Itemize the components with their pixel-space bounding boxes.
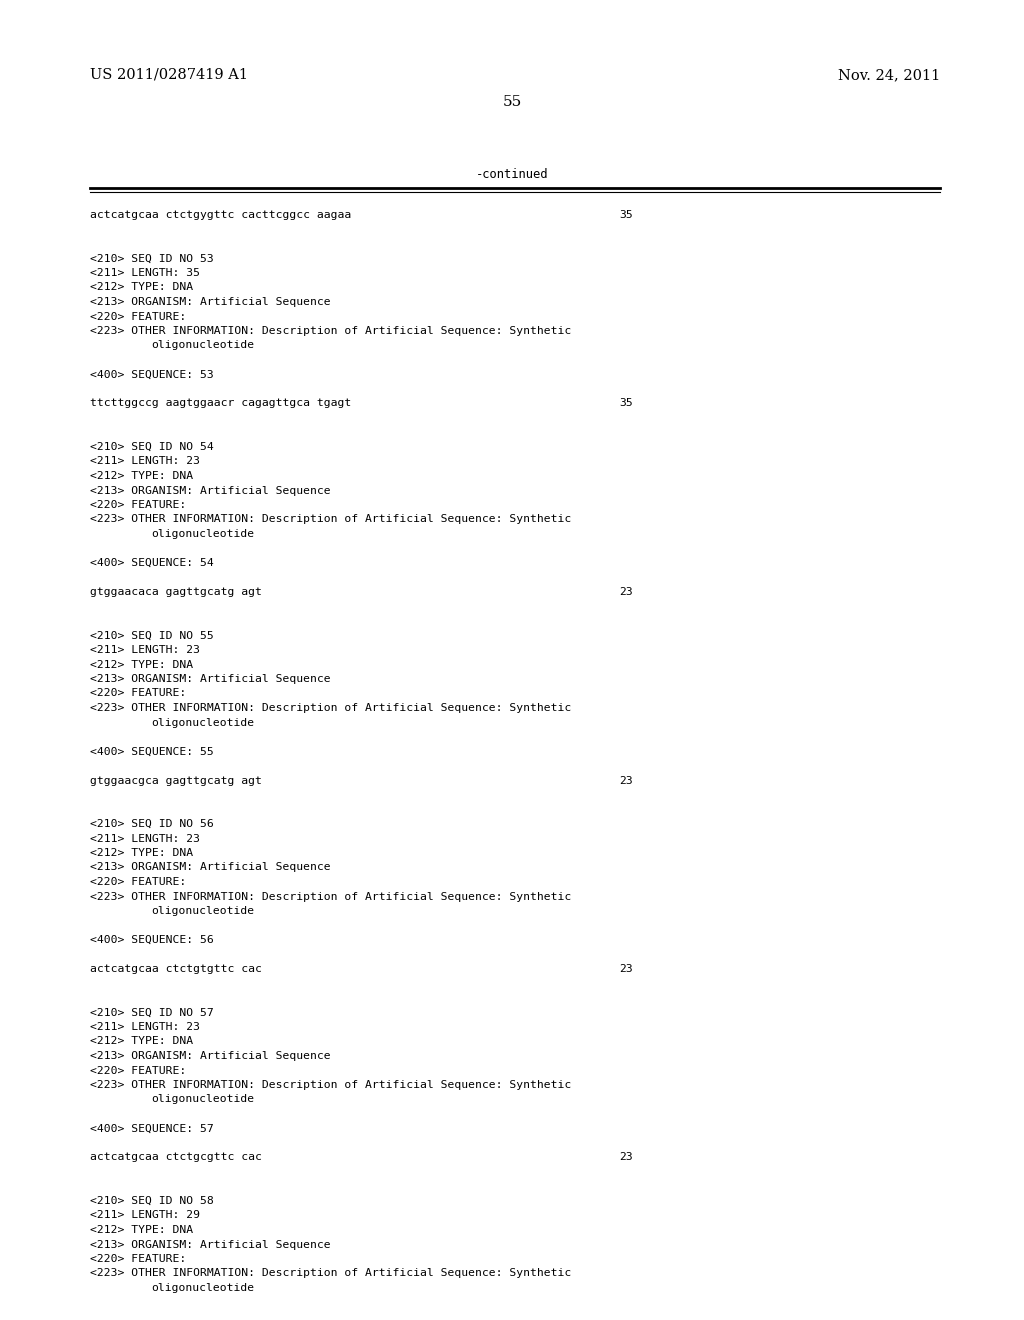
Text: <223> OTHER INFORMATION: Description of Artificial Sequence: Synthetic: <223> OTHER INFORMATION: Description of … <box>90 704 571 713</box>
Text: <213> ORGANISM: Artificial Sequence: <213> ORGANISM: Artificial Sequence <box>90 862 331 873</box>
Text: <220> FEATURE:: <220> FEATURE: <box>90 1065 186 1076</box>
Text: <213> ORGANISM: Artificial Sequence: <213> ORGANISM: Artificial Sequence <box>90 297 331 308</box>
Text: oligonucleotide: oligonucleotide <box>152 341 255 351</box>
Text: <220> FEATURE:: <220> FEATURE: <box>90 689 186 698</box>
Text: <223> OTHER INFORMATION: Description of Artificial Sequence: Synthetic: <223> OTHER INFORMATION: Description of … <box>90 891 571 902</box>
Text: <212> TYPE: DNA: <212> TYPE: DNA <box>90 282 194 293</box>
Text: <210> SEQ ID NO 54: <210> SEQ ID NO 54 <box>90 442 214 451</box>
Text: <400> SEQUENCE: 54: <400> SEQUENCE: 54 <box>90 558 214 568</box>
Text: <213> ORGANISM: Artificial Sequence: <213> ORGANISM: Artificial Sequence <box>90 486 331 495</box>
Text: oligonucleotide: oligonucleotide <box>152 1094 255 1105</box>
Text: US 2011/0287419 A1: US 2011/0287419 A1 <box>90 69 248 82</box>
Text: <210> SEQ ID NO 56: <210> SEQ ID NO 56 <box>90 818 214 829</box>
Text: 23: 23 <box>620 587 633 597</box>
Text: -continued: -continued <box>476 168 548 181</box>
Text: <211> LENGTH: 23: <211> LENGTH: 23 <box>90 457 200 466</box>
Text: <220> FEATURE:: <220> FEATURE: <box>90 312 186 322</box>
Text: <211> LENGTH: 35: <211> LENGTH: 35 <box>90 268 200 279</box>
Text: <210> SEQ ID NO 55: <210> SEQ ID NO 55 <box>90 631 214 640</box>
Text: gtggaacgca gagttgcatg agt: gtggaacgca gagttgcatg agt <box>90 776 262 785</box>
Text: <213> ORGANISM: Artificial Sequence: <213> ORGANISM: Artificial Sequence <box>90 1239 331 1250</box>
Text: <220> FEATURE:: <220> FEATURE: <box>90 1254 186 1265</box>
Text: <213> ORGANISM: Artificial Sequence: <213> ORGANISM: Artificial Sequence <box>90 675 331 684</box>
Text: <400> SEQUENCE: 57: <400> SEQUENCE: 57 <box>90 1123 214 1134</box>
Text: <210> SEQ ID NO 57: <210> SEQ ID NO 57 <box>90 1007 214 1018</box>
Text: <400> SEQUENCE: 56: <400> SEQUENCE: 56 <box>90 935 214 945</box>
Text: <213> ORGANISM: Artificial Sequence: <213> ORGANISM: Artificial Sequence <box>90 1051 331 1061</box>
Text: actcatgcaa ctctgygttc cacttcggcc aagaa: actcatgcaa ctctgygttc cacttcggcc aagaa <box>90 210 351 220</box>
Text: <212> TYPE: DNA: <212> TYPE: DNA <box>90 471 194 480</box>
Text: ttcttggccg aagtggaacr cagagttgca tgagt: ttcttggccg aagtggaacr cagagttgca tgagt <box>90 399 351 408</box>
Text: <212> TYPE: DNA: <212> TYPE: DNA <box>90 847 194 858</box>
Text: 35: 35 <box>620 210 633 220</box>
Text: <220> FEATURE:: <220> FEATURE: <box>90 876 186 887</box>
Text: 23: 23 <box>620 964 633 974</box>
Text: <210> SEQ ID NO 53: <210> SEQ ID NO 53 <box>90 253 214 264</box>
Text: <223> OTHER INFORMATION: Description of Artificial Sequence: Synthetic: <223> OTHER INFORMATION: Description of … <box>90 1080 571 1090</box>
Text: <211> LENGTH: 23: <211> LENGTH: 23 <box>90 833 200 843</box>
Text: oligonucleotide: oligonucleotide <box>152 529 255 539</box>
Text: 35: 35 <box>620 399 633 408</box>
Text: <212> TYPE: DNA: <212> TYPE: DNA <box>90 1225 194 1236</box>
Text: <211> LENGTH: 29: <211> LENGTH: 29 <box>90 1210 200 1221</box>
Text: 23: 23 <box>620 776 633 785</box>
Text: actcatgcaa ctctgcgttc cac: actcatgcaa ctctgcgttc cac <box>90 1152 262 1163</box>
Text: <212> TYPE: DNA: <212> TYPE: DNA <box>90 660 194 669</box>
Text: <400> SEQUENCE: 53: <400> SEQUENCE: 53 <box>90 370 214 380</box>
Text: Nov. 24, 2011: Nov. 24, 2011 <box>838 69 940 82</box>
Text: <210> SEQ ID NO 58: <210> SEQ ID NO 58 <box>90 1196 214 1206</box>
Text: <400> SEQUENCE: 55: <400> SEQUENCE: 55 <box>90 747 214 756</box>
Text: 23: 23 <box>620 1152 633 1163</box>
Text: <220> FEATURE:: <220> FEATURE: <box>90 500 186 510</box>
Text: 55: 55 <box>503 95 521 110</box>
Text: oligonucleotide: oligonucleotide <box>152 718 255 727</box>
Text: <223> OTHER INFORMATION: Description of Artificial Sequence: Synthetic: <223> OTHER INFORMATION: Description of … <box>90 515 571 524</box>
Text: <212> TYPE: DNA: <212> TYPE: DNA <box>90 1036 194 1047</box>
Text: <223> OTHER INFORMATION: Description of Artificial Sequence: Synthetic: <223> OTHER INFORMATION: Description of … <box>90 326 571 337</box>
Text: <223> OTHER INFORMATION: Description of Artificial Sequence: Synthetic: <223> OTHER INFORMATION: Description of … <box>90 1269 571 1279</box>
Text: oligonucleotide: oligonucleotide <box>152 1283 255 1294</box>
Text: <211> LENGTH: 23: <211> LENGTH: 23 <box>90 645 200 655</box>
Text: oligonucleotide: oligonucleotide <box>152 906 255 916</box>
Text: actcatgcaa ctctgtgttc cac: actcatgcaa ctctgtgttc cac <box>90 964 262 974</box>
Text: gtggaacaca gagttgcatg agt: gtggaacaca gagttgcatg agt <box>90 587 262 597</box>
Text: <211> LENGTH: 23: <211> LENGTH: 23 <box>90 1022 200 1032</box>
